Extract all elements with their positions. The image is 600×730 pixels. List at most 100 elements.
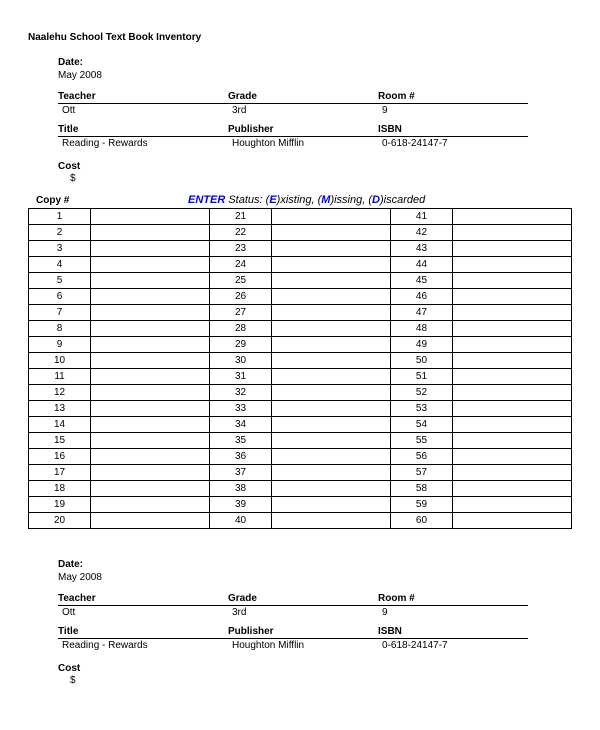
cost-value: $ xyxy=(58,173,76,184)
publisher-label: Publisher xyxy=(228,626,378,639)
table-row: 183858 xyxy=(29,481,572,497)
room-label: Room # xyxy=(378,91,528,104)
table-row: 143454 xyxy=(29,417,572,433)
copy-number-cell: 36 xyxy=(209,449,271,465)
table-row: 163656 xyxy=(29,449,572,465)
copy-number-cell: 37 xyxy=(209,465,271,481)
copy-number-cell: 21 xyxy=(209,209,271,225)
copy-number-cell: 58 xyxy=(390,481,452,497)
copy-number-cell: 56 xyxy=(390,449,452,465)
copy-number-cell: 31 xyxy=(209,369,271,385)
status-cell xyxy=(453,385,572,401)
copy-number-cell: 39 xyxy=(209,497,271,513)
date-value: May 2008 xyxy=(58,571,102,583)
copy-number-cell: 41 xyxy=(390,209,452,225)
table-row: 8 28 48 xyxy=(29,321,572,337)
grade-label: Grade xyxy=(228,593,378,606)
copy-number-cell: 29 xyxy=(209,337,271,353)
status-instruction: ENTER Status: (E)xisting, (M)issing, (D)… xyxy=(188,194,425,206)
status-cell xyxy=(453,401,572,417)
copy-number-cell: 24 xyxy=(209,257,271,273)
status-cell xyxy=(453,497,572,513)
copy-number-cell: 48 xyxy=(390,321,452,337)
status-cell xyxy=(91,513,210,529)
date-label: Date: xyxy=(58,57,102,69)
table-row: 20 40 60 xyxy=(29,513,572,529)
info-block-2: Date: May 2008 Teacher Ott Grade 3rd Roo… xyxy=(58,559,572,686)
status-cell xyxy=(272,225,391,241)
status-cell xyxy=(91,209,210,225)
status-cell xyxy=(91,401,210,417)
table-row: 62646 xyxy=(29,289,572,305)
isbn-label: ISBN xyxy=(378,124,528,137)
status-cell xyxy=(91,353,210,369)
copy-number-cell: 57 xyxy=(390,465,452,481)
table-row: 133353 xyxy=(29,401,572,417)
title-label: Title xyxy=(58,124,228,137)
copy-number-cell: 44 xyxy=(390,257,452,273)
status-cell xyxy=(272,209,391,225)
copy-number-cell: 12 xyxy=(29,385,91,401)
publisher-value: Houghton Mifflin xyxy=(228,137,378,149)
status-cell xyxy=(453,209,572,225)
status-cell xyxy=(453,305,572,321)
grade-value: 3rd xyxy=(228,606,378,618)
copy-header: Copy # ENTER Status: (E)xisting, (M)issi… xyxy=(28,194,572,206)
grade-value: 3rd xyxy=(228,104,378,116)
copy-number-cell: 20 xyxy=(29,513,91,529)
table-row: 123252 xyxy=(29,385,572,401)
publisher-label: Publisher xyxy=(228,124,378,137)
status-cell xyxy=(453,289,572,305)
copy-number-cell: 30 xyxy=(209,353,271,369)
info-block-1: Date: May 2008 Teacher Ott Grade 3rd Roo… xyxy=(58,57,572,184)
room-label: Room # xyxy=(378,593,528,606)
table-row: 4 24 44 xyxy=(29,257,572,273)
status-cell xyxy=(272,497,391,513)
status-cell xyxy=(91,225,210,241)
status-cell xyxy=(91,337,210,353)
isbn-value: 0-618-24147-7 xyxy=(378,639,528,651)
teacher-value: Ott xyxy=(58,606,228,618)
copy-number-cell: 8 xyxy=(29,321,91,337)
teacher-value: Ott xyxy=(58,104,228,116)
copy-number-cell: 4 xyxy=(29,257,91,273)
copy-number-cell: 6 xyxy=(29,289,91,305)
title-value: Reading - Rewards xyxy=(58,639,228,651)
copy-number-cell: 2 xyxy=(29,225,91,241)
copy-number-cell: 33 xyxy=(209,401,271,417)
copy-number-cell: 17 xyxy=(29,465,91,481)
copy-number-cell: 23 xyxy=(209,241,271,257)
status-cell xyxy=(272,417,391,433)
title-label: Title xyxy=(58,626,228,639)
copy-number-cell: 47 xyxy=(390,305,452,321)
copy-number-cell: 53 xyxy=(390,401,452,417)
copy-number-cell: 3 xyxy=(29,241,91,257)
status-cell xyxy=(91,481,210,497)
status-cell xyxy=(91,305,210,321)
copy-number-cell: 42 xyxy=(390,225,452,241)
teacher-label: Teacher xyxy=(58,593,228,606)
copy-number-cell: 28 xyxy=(209,321,271,337)
status-cell xyxy=(453,513,572,529)
table-row: 103050 xyxy=(29,353,572,369)
status-cell xyxy=(272,305,391,321)
copy-number-cell: 5 xyxy=(29,273,91,289)
grade-label: Grade xyxy=(228,91,378,104)
status-cell xyxy=(91,273,210,289)
table-row: 12141 xyxy=(29,209,572,225)
copy-number-cell: 38 xyxy=(209,481,271,497)
table-row: 113151 xyxy=(29,369,572,385)
status-cell xyxy=(272,385,391,401)
copy-number-cell: 26 xyxy=(209,289,271,305)
copy-number-label: Copy # xyxy=(28,195,188,206)
table-row: 32343 xyxy=(29,241,572,257)
status-cell xyxy=(453,465,572,481)
room-value: 9 xyxy=(378,606,528,618)
cost-label: Cost xyxy=(58,663,80,675)
copy-number-cell: 19 xyxy=(29,497,91,513)
copy-number-cell: 40 xyxy=(209,513,271,529)
copy-number-cell: 60 xyxy=(390,513,452,529)
room-value: 9 xyxy=(378,104,528,116)
copy-number-cell: 25 xyxy=(209,273,271,289)
status-cell xyxy=(453,257,572,273)
